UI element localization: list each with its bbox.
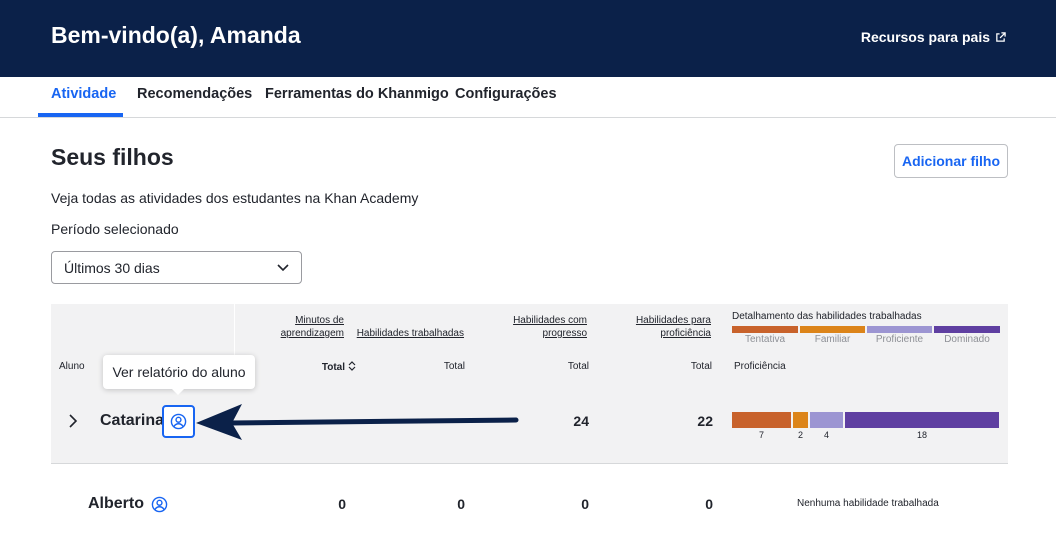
skills-proficiency-header-line1: Habilidades para [635,315,711,326]
page-title: Seus filhos [51,144,174,170]
breakdown-title: Detalhamento das habilidades trabalhadas [732,311,922,322]
parent-resources-label: Recursos para pais [860,29,990,45]
skills-progress-header-line1: Habilidades com [513,315,587,326]
skills-progress-value: 24 [573,413,589,429]
period-select[interactable]: Últimos 30 dias [51,251,302,284]
bar-mastered-count: 18 [916,430,927,440]
legend-bar-familiar [800,326,865,333]
chevron-right-icon[interactable] [67,413,79,429]
skills-proficiency-header[interactable]: Habilidades para proficiência [625,314,711,340]
bar-familiar [793,412,808,428]
skills-proficiency-value: 0 [705,496,713,512]
page-description: Veja todas as atividades dos estudantes … [51,190,419,206]
student-name-alberto[interactable]: Alberto [88,495,144,512]
skills-progress-total-label: Total [567,361,589,372]
add-child-button[interactable]: Adicionar filho [894,144,1008,178]
tab-activity[interactable]: Atividade [51,86,117,102]
minutes-header-line1: Minutos de [295,315,344,326]
legend-bar-proficient [867,326,932,333]
skills-progress-header[interactable]: Habilidades com progresso [500,314,587,340]
tab-settings[interactable]: Configurações [455,86,557,102]
welcome-title: Bem-vindo(a), Amanda [51,22,301,48]
annotation-arrow [196,404,519,440]
student-report-tooltip: Ver relatório do aluno [103,355,255,389]
bar-proficient [810,412,843,428]
top-header: Bem-vindo(a), Amanda Recursos para pais [0,0,1056,77]
minutes-header-line2: aprendizagem [280,328,344,339]
tab-recommendations[interactable]: Recomendações [137,86,253,102]
minutes-header[interactable]: Minutos de aprendizagem [270,314,344,340]
legend-bar-mastered [934,326,1000,333]
skills-progress-header-line2: progresso [542,328,587,339]
period-select-value: Últimos 30 dias [64,259,160,276]
legend-label-proficient: Proficiente [875,334,924,345]
period-label: Período selecionado [51,221,179,237]
parent-resources-link[interactable]: Recursos para pais [861,29,1006,45]
sort-icon [348,361,356,371]
proficiency-label: Proficiência [734,361,786,372]
minutes-value: 0 [338,496,346,512]
active-tab-indicator [38,113,123,117]
skills-proficiency-total-label: Total [690,361,712,372]
minutes-total-sort[interactable]: Total [300,361,356,373]
tooltip-arrow [171,388,185,395]
tab-khanmigo-tools[interactable]: Ferramentas do Khanmigo [265,86,449,102]
user-circle-icon [151,496,168,513]
legend-bar-attempted [732,326,798,333]
skills-worked-header[interactable]: Habilidades trabalhadas [356,328,464,339]
student-report-button[interactable] [151,496,168,513]
student-name-catarina[interactable]: Catarina [100,412,165,429]
legend-label-mastered: Dominado [944,334,990,345]
bar-attempted-count: 7 [758,430,764,440]
chevron-down-icon [277,263,289,271]
legend-label-attempted: Tentativa [744,334,786,345]
user-circle-icon [170,413,187,430]
skills-worked-total-label: Total [443,361,465,372]
bar-proficient-count: 4 [823,430,829,440]
skills-proficiency-header-line2: proficiência [660,328,711,339]
skills-proficiency-value: 22 [697,413,713,429]
bar-mastered [845,412,999,428]
external-link-icon [996,31,1006,42]
header-divider [234,304,235,388]
student-column-label: Aluno [59,361,85,372]
bar-attempted [732,412,791,428]
nav-tabs: Atividade Recomendações Ferramentas do K… [0,77,1056,118]
student-report-button[interactable] [162,405,195,438]
bar-familiar-count: 2 [797,430,803,440]
minutes-total-label: Total [321,362,345,373]
skills-progress-value: 0 [581,496,589,512]
legend-label-familiar: Familiar [814,334,851,345]
no-skills-text: Nenhuma habilidade trabalhada [797,498,939,509]
skills-worked-value: 0 [457,496,465,512]
